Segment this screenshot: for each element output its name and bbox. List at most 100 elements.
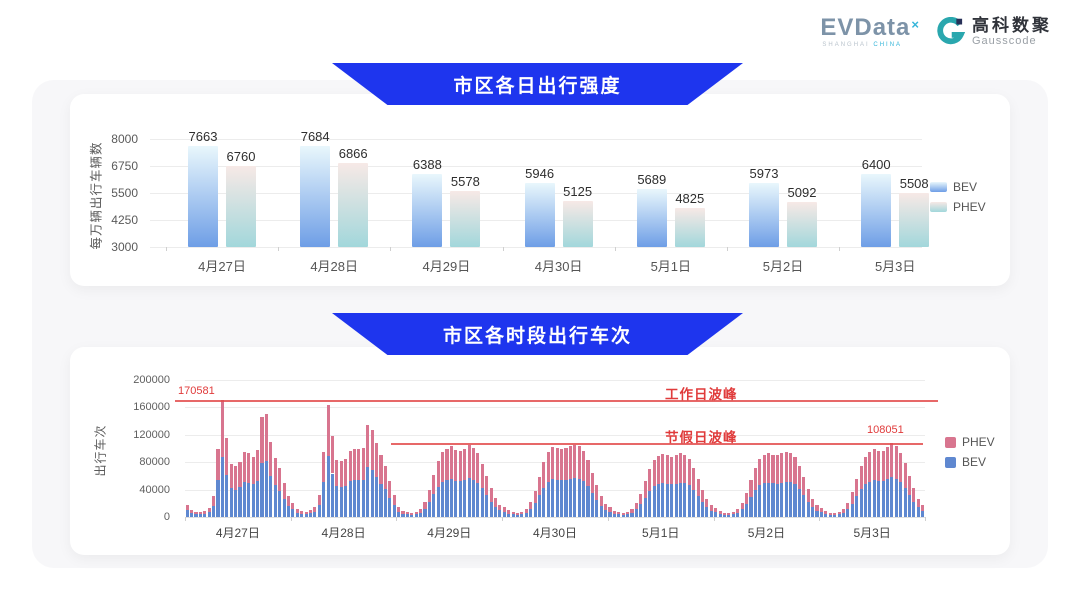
bev-segment — [480, 488, 484, 517]
bev-segment — [383, 489, 387, 517]
bev-segment — [379, 483, 383, 517]
bev-segment — [247, 482, 251, 517]
phev-segment — [586, 460, 590, 487]
phev-segment — [291, 503, 295, 510]
bev-segment — [696, 496, 700, 517]
phev-segment — [749, 480, 753, 498]
legend-item-bev[interactable]: BEV — [945, 455, 995, 469]
bev-segment — [397, 511, 401, 517]
bev-segment — [907, 494, 912, 517]
bev-segment — [577, 478, 581, 517]
bev-segment — [515, 514, 520, 517]
legend-item-bev[interactable]: BEV — [930, 180, 986, 194]
bev-segment — [604, 509, 608, 517]
phev-segment — [784, 451, 788, 482]
bev-segment — [850, 503, 854, 517]
bev-segment — [339, 486, 343, 517]
bev-value-label: 6400 — [861, 156, 891, 172]
bev-segment — [718, 513, 722, 517]
phev-segment — [595, 485, 599, 500]
bev-segment — [476, 482, 480, 517]
phev-segment — [903, 462, 907, 488]
phev-segment — [859, 465, 863, 490]
bev-segment — [335, 486, 339, 517]
phev-segment — [793, 456, 797, 485]
x-axis-label: 4月28日 — [321, 526, 366, 540]
phev-segment — [383, 465, 387, 490]
phev-segment — [745, 493, 749, 504]
phev-segment — [207, 508, 211, 513]
y-axis-tick-label: 3000 — [111, 240, 138, 254]
bev-segment — [894, 478, 898, 517]
bev-segment — [885, 479, 890, 517]
bev-segment — [467, 478, 471, 517]
phev-segment — [454, 449, 458, 481]
phev-segment — [626, 511, 630, 515]
bev-segment — [639, 504, 643, 517]
bev-segment — [890, 477, 894, 517]
y-axis-tick-label: 40000 — [139, 483, 170, 496]
phev-segment — [617, 512, 621, 515]
phev-segment — [366, 425, 370, 468]
legend-item-phev[interactable]: PHEV — [930, 200, 986, 214]
legend-item-phev[interactable]: PHEV — [945, 435, 995, 449]
phev-value-label: 5092 — [787, 184, 817, 200]
phev-segment — [564, 447, 568, 480]
phev-bar — [899, 192, 930, 247]
bev-legend-swatch — [930, 182, 947, 192]
phev-segment — [560, 449, 564, 481]
phev-segment — [423, 501, 427, 509]
phev-value-label: 5578 — [450, 174, 480, 190]
phev-segment — [661, 453, 665, 484]
bev-segment — [568, 478, 572, 517]
phev-value-label: 6760 — [226, 148, 256, 164]
phev-segment — [397, 507, 401, 512]
bev-segment — [533, 502, 537, 517]
phev-segment — [551, 447, 555, 480]
phev-segment — [445, 448, 449, 480]
x-axis-label: 4月27日 — [198, 259, 246, 274]
bev-value-label: 6388 — [412, 156, 442, 172]
phev-segment — [286, 496, 290, 507]
phev-segment — [379, 455, 383, 484]
evdata-logo-sup: × — [911, 16, 919, 32]
bev-segment — [207, 512, 211, 517]
y-axis-tick-label: 0 — [163, 511, 170, 523]
phev-segment — [767, 453, 771, 483]
phev-segment — [502, 506, 506, 512]
x-axis-tick — [396, 517, 398, 521]
gridline — [185, 434, 925, 436]
bev-segment — [529, 508, 533, 517]
bev-segment — [753, 490, 757, 517]
phev-segment — [330, 436, 335, 474]
x-axis-label: 4月30日 — [534, 259, 583, 274]
phev-segment — [493, 497, 498, 507]
phev-legend-swatch — [945, 436, 956, 448]
phev-bar — [674, 207, 705, 247]
x-axis-label: 5月2日 — [747, 526, 786, 540]
x-axis-tick — [165, 247, 167, 251]
x-axis-tick — [713, 517, 715, 521]
phev-value-label: 4825 — [675, 190, 705, 206]
bev-segment — [432, 494, 436, 517]
phev-segment — [780, 453, 784, 483]
bev-segment — [736, 512, 740, 517]
y-axis-tick-label: 5500 — [111, 186, 138, 200]
evdata-logo-subtext: SHANGHAI CHINA — [822, 42, 903, 48]
phev-segment — [269, 441, 273, 477]
bev-segment — [868, 481, 872, 517]
phev-segment — [220, 400, 224, 457]
phev-segment — [872, 449, 876, 481]
bev-segment — [282, 498, 286, 517]
phev-bar — [338, 163, 369, 247]
phev-segment — [410, 512, 414, 515]
phev-segment — [234, 466, 238, 490]
phev-segment — [846, 503, 850, 510]
phev-segment — [467, 445, 471, 479]
phev-segment — [837, 511, 841, 515]
chart1-legend: BEV PHEV — [930, 180, 986, 220]
bev-segment — [454, 480, 458, 517]
bev-segment — [401, 513, 405, 517]
x-axis-tick — [925, 517, 926, 521]
phev-segment — [471, 447, 475, 480]
